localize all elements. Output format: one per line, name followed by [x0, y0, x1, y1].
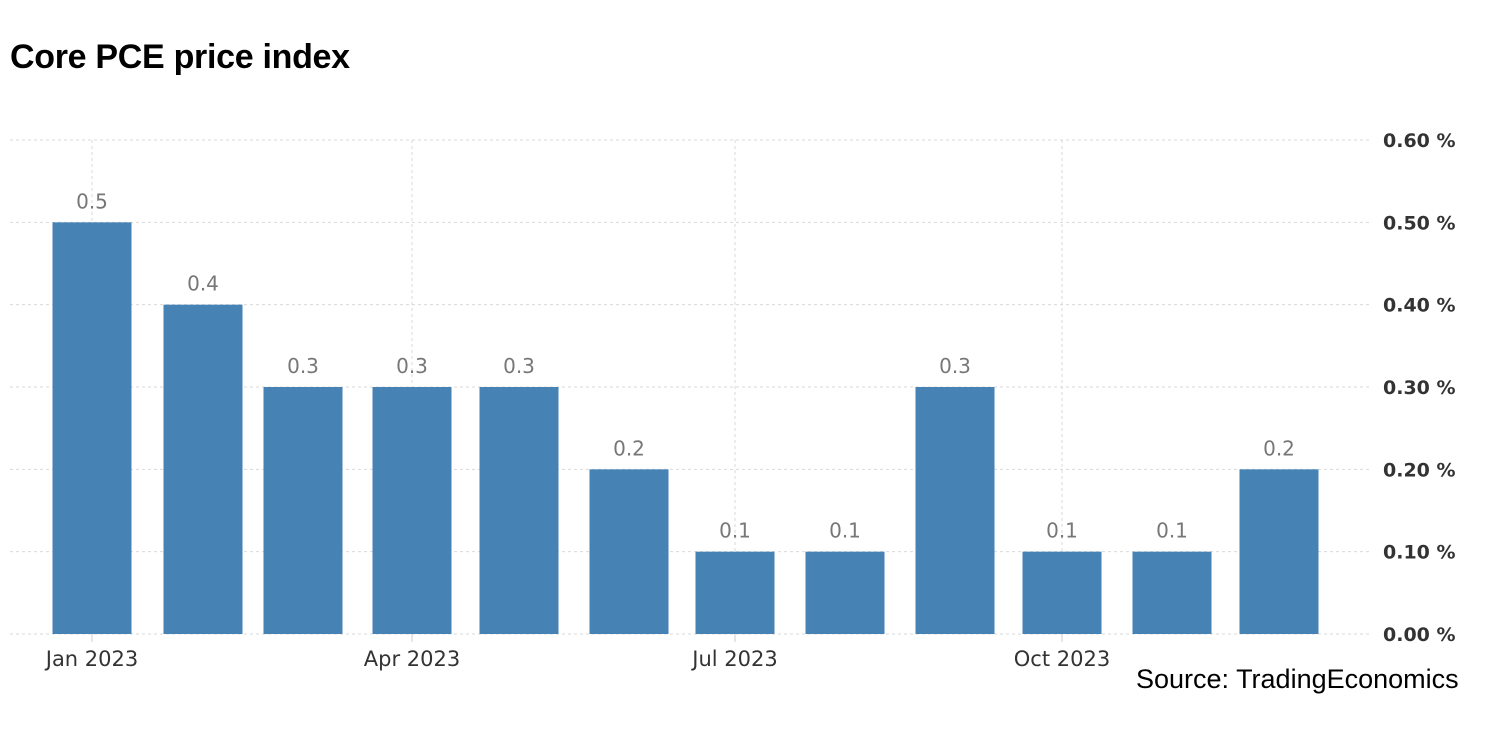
y-tick-label: 0.00 %	[1383, 624, 1456, 646]
bars-group	[52, 222, 1319, 635]
data-label: 0.1	[719, 519, 751, 543]
bar	[1132, 551, 1212, 634]
y-tick-label: 0.40 %	[1383, 295, 1456, 317]
y-tick-label: 0.30 %	[1383, 377, 1456, 399]
bar	[915, 387, 995, 634]
bar	[589, 469, 669, 634]
data-label: 0.3	[939, 354, 971, 378]
data-label: 0.1	[1046, 519, 1078, 543]
x-tick-label: Jan 2023	[44, 647, 139, 671]
data-label: 0.4	[187, 272, 219, 296]
x-tick-label: Jul 2023	[690, 647, 777, 671]
data-label: 0.5	[76, 189, 108, 213]
data-label: 0.3	[396, 354, 428, 378]
x-tick-label: Oct 2023	[1014, 647, 1110, 671]
data-label: 0.2	[613, 436, 645, 460]
bar	[263, 387, 343, 634]
bar	[163, 304, 243, 634]
x-axis-ticks: Jan 2023 Apr 2023 Jul 2023 Oct 2023	[44, 647, 1110, 671]
bar	[1239, 469, 1319, 634]
data-label: 0.3	[503, 354, 535, 378]
bar	[805, 551, 885, 634]
bar	[372, 387, 452, 634]
data-label: 0.1	[1156, 519, 1188, 543]
x-tick-label: Apr 2023	[364, 647, 460, 671]
y-tick-label: 0.20 %	[1383, 459, 1456, 481]
y-axis-ticks: 0.00 % 0.10 % 0.20 % 0.30 % 0.40 % 0.50 % 0.60…	[1383, 130, 1456, 646]
source-note: Source: TradingEconomics	[1136, 664, 1459, 694]
data-label: 0.3	[287, 354, 319, 378]
data-label: 0.2	[1263, 436, 1295, 460]
y-tick-label: 0.50 %	[1383, 212, 1456, 234]
bar	[695, 551, 775, 634]
chart-title: Core PCE price index	[10, 38, 350, 76]
data-label: 0.1	[829, 519, 861, 543]
bar	[52, 222, 132, 635]
bar	[1022, 551, 1102, 634]
y-tick-label: 0.10 %	[1383, 542, 1456, 564]
bar	[479, 387, 559, 634]
data-labels-group: 0.5 0.4 0.3 0.3 0.3 0.2 0.1 0.1 0.3 0.1 0.1 0.2	[76, 189, 1295, 542]
y-tick-label: 0.60 %	[1383, 130, 1456, 152]
